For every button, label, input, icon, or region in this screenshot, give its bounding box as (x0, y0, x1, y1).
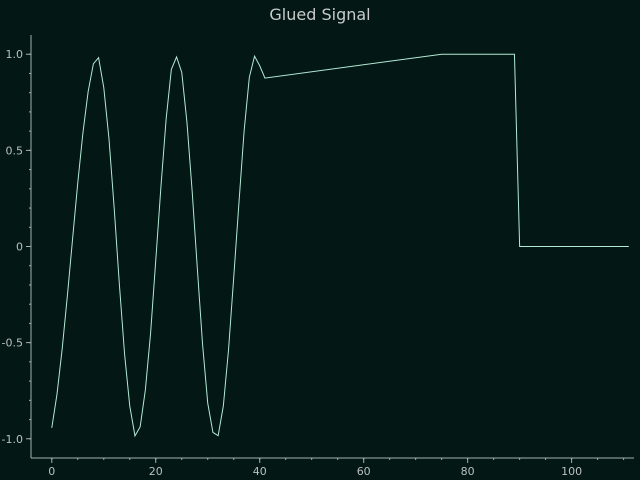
plot-area (51, 53, 629, 438)
x-tick-label: 20 (149, 465, 163, 478)
y-tick-label: 0 (16, 241, 23, 254)
y-tick-label: 0.5 (6, 144, 24, 157)
x-tick-label: 40 (253, 465, 267, 478)
y-tick-label: -1.0 (2, 433, 23, 446)
x-tick-label: 80 (461, 465, 475, 478)
axes: -1.0 -0.5 0 0.5 1.0 0 20 40 60 80 100 (2, 35, 634, 478)
x-tick-label: 60 (357, 465, 371, 478)
y-tick-label: -0.5 (2, 337, 23, 350)
x-tick-label: 0 (48, 465, 55, 478)
x-tick-label: 100 (561, 465, 582, 478)
y-tick-label: 1.0 (6, 48, 24, 61)
chart-title: Glued Signal (269, 5, 371, 24)
series-line-0 (51, 53, 629, 438)
